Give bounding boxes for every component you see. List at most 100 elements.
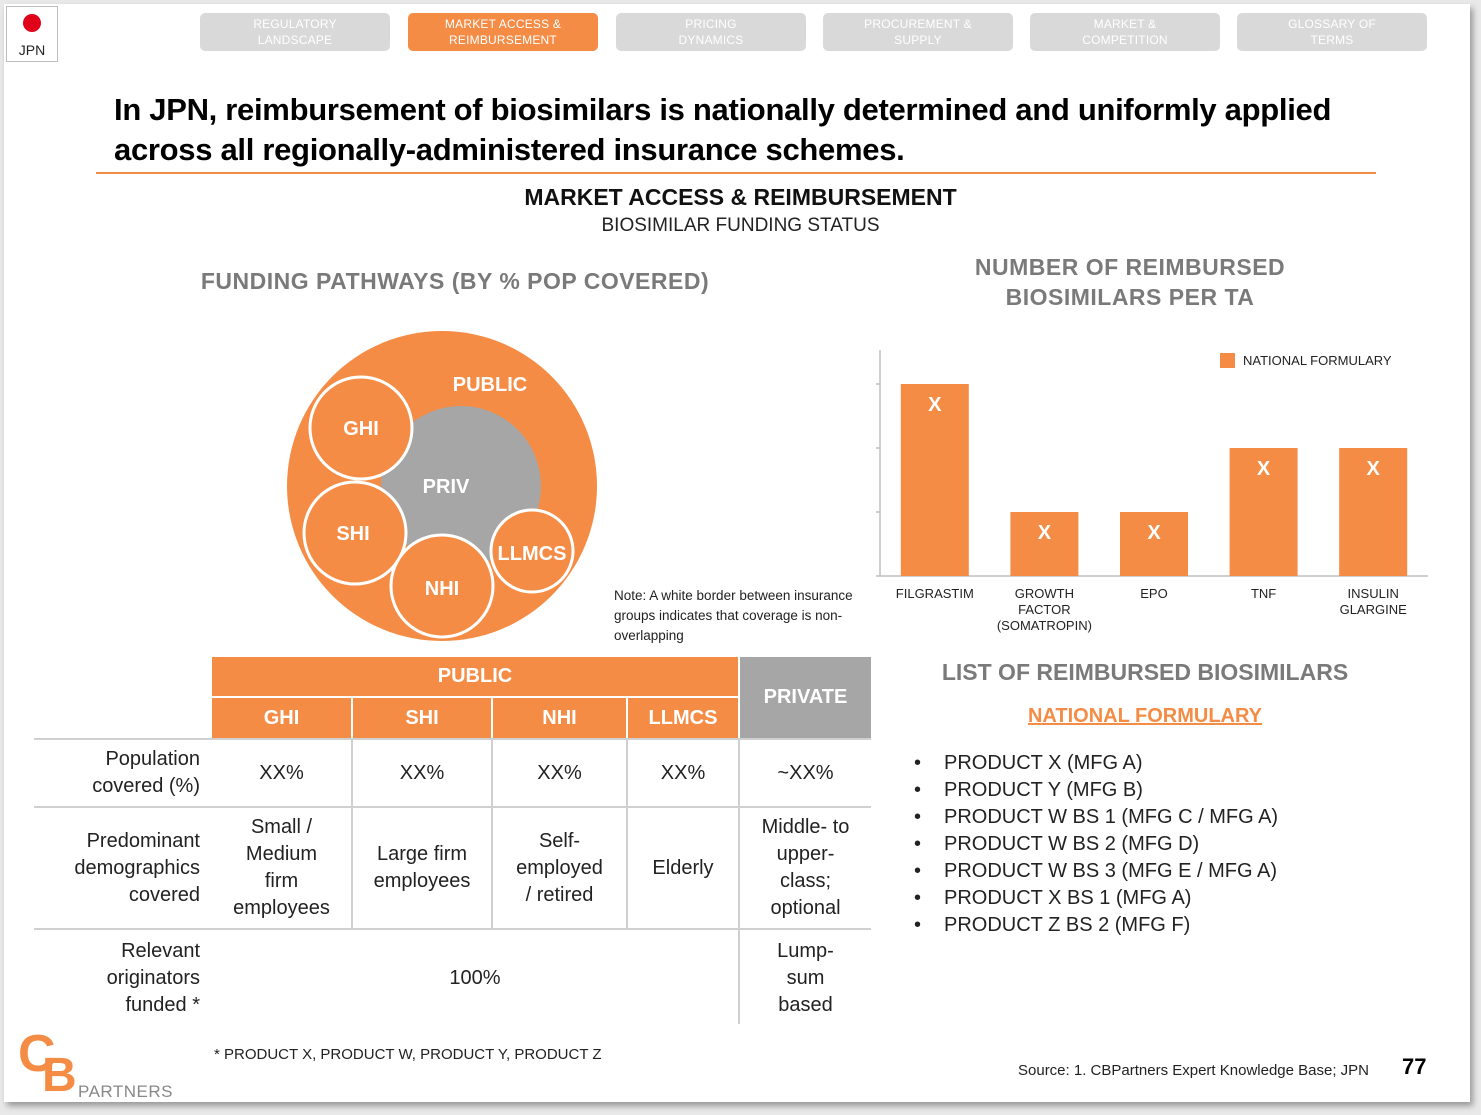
table-cell: XX% [259, 761, 304, 784]
bullet-icon: • [914, 887, 922, 909]
legend-label: NATIONAL FORMULARY [1243, 353, 1392, 368]
bullet-icon: • [914, 860, 922, 882]
ghi-circle [308, 375, 414, 481]
tab-procurement-supply[interactable]: PROCUREMENT & SUPPLY [823, 13, 1013, 51]
funding-pathways-title: FUNDING PATHWAYS (BY % POP COVERED) [200, 268, 710, 294]
country-flag: JPN [6, 6, 58, 62]
product-name: PRODUCT W BS 3 (MFG E / MFG A) [944, 860, 1277, 882]
table-rule [34, 806, 871, 808]
page-number: 77 [1402, 1054, 1427, 1079]
bar-epo [1120, 512, 1188, 576]
nhi-label: NHI [425, 578, 459, 600]
bar-data-label: X [1038, 522, 1052, 544]
table-col-rule [626, 738, 628, 928]
table-group-public: PUBLIC [212, 657, 738, 696]
list-item: • PRODUCT Z BS 2 (MFG F) [914, 912, 1278, 939]
category-label: GROWTH [1015, 586, 1074, 601]
bullet-icon: • [914, 779, 922, 801]
table-cell: XX% [660, 761, 706, 784]
table-col-nhi: NHI [493, 698, 626, 738]
table-cell: XX% [537, 761, 582, 784]
tab-pricing-dynamics[interactable]: PRICING DYNAMICS [616, 13, 806, 51]
public-label: PUBLIC [453, 374, 527, 396]
bar-data-label: X [928, 394, 942, 416]
slide [4, 4, 1470, 1102]
logo-b-letter: B [42, 1049, 77, 1102]
chart-title: NUMBER OF REIMBURSED BIOSIMILARS PER TA [974, 254, 1286, 310]
table-cell: Small / Medium firm employees [233, 816, 330, 919]
bar-data-label: X [1257, 458, 1271, 480]
product-name: PRODUCT X BS 1 (MFG A) [944, 887, 1192, 909]
table-col-rule [491, 738, 493, 928]
table-rule [34, 928, 871, 930]
list-item: • PRODUCT X (MFG A) [914, 750, 1278, 777]
footnote: * PRODUCT X, PRODUCT W, PRODUCT Y, PRODU… [214, 1046, 602, 1063]
page-headline: In JPN, reimbursement of biosimilars is … [114, 92, 1332, 167]
bar-insulin-glargine [1339, 448, 1408, 576]
nhi-circle [389, 533, 495, 639]
tab-market-competition[interactable]: MARKET & COMPETITION [1030, 13, 1220, 51]
category-label: (SOMATROPIN) [997, 618, 1092, 633]
shi-circle [302, 480, 408, 586]
table-cell: Self- employed / retired [516, 829, 603, 906]
table-col-llmcs: LLMCS [628, 698, 738, 738]
list-item: • PRODUCT W BS 2 (MFG D) [914, 831, 1278, 858]
legend-swatch [1220, 353, 1235, 368]
country-code: JPN [18, 42, 46, 58]
category-label: EPO [1140, 586, 1167, 601]
tab-glossary[interactable]: GLOSSARY OF TERMS [1237, 13, 1427, 51]
table-group-private: PRIVATE [740, 657, 871, 738]
tab-regulatory-landscape[interactable]: REGULATORY LANDSCAPE [200, 13, 390, 51]
table-col-rule [351, 738, 353, 928]
bullet-icon: • [914, 806, 922, 828]
table-cell-private: ~XX% [777, 761, 834, 784]
product-name: PRODUCT Y (MFG B) [944, 779, 1143, 801]
logo-text: PARTNERS [78, 1082, 174, 1101]
list-item: • PRODUCT X BS 1 (MFG A) [914, 885, 1278, 912]
product-list: • PRODUCT X (MFG A) • PRODUCT Y (MFG B) • P… [914, 750, 1278, 939]
national-formulary-link[interactable]: NATIONAL FORMULARY [1027, 705, 1263, 727]
llmcs-label: LLMCS [498, 543, 567, 565]
funding-venn-diagram: PUBLIC PRIV GHI SHI NHI LLMCS [287, 331, 597, 641]
bar-data-label: X [1147, 522, 1161, 544]
headline-divider [96, 172, 1376, 174]
product-name: PRODUCT W BS 1 (MFG C / MFG A) [944, 806, 1279, 828]
table-row-label: Predominant demographics covered [74, 829, 200, 906]
product-name: PRODUCT W BS 2 (MFG D) [944, 833, 1200, 855]
bar-growth-factor-somatropin- [1010, 512, 1079, 576]
product-name: PRODUCT Z BS 2 (MFG F) [944, 914, 1191, 936]
bar-data-label: X [1367, 458, 1381, 480]
table-row-label: Population covered (%) [92, 748, 200, 797]
bullet-icon: • [914, 914, 922, 936]
japan-flag-icon [23, 14, 41, 32]
bar-filgrastim [900, 384, 969, 576]
reimbursed-list-title: LIST OF REIMBURSED BIOSIMILARS [941, 659, 1349, 685]
ghi-label: GHI [343, 418, 379, 440]
category-label: INSULIN [1348, 586, 1399, 601]
list-item: • PRODUCT W BS 1 (MFG C / MFG A) [914, 804, 1278, 831]
table-cell: Elderly [652, 856, 714, 879]
tab-market-access-reimbursement[interactable]: MARKET ACCESS & REIMBURSEMENT [408, 13, 598, 51]
table-cell-private: Middle- to upper- class; optional [761, 816, 850, 919]
table-cell: XX% [399, 761, 445, 784]
table-cell-merged: 100% [449, 966, 501, 989]
section-title: MARKET ACCESS & REIMBURSEMENT [524, 184, 957, 210]
priv-label: PRIV [423, 476, 470, 498]
table-col-shi: SHI [353, 698, 491, 738]
table-cell-private: Lump- sum based [777, 939, 834, 1016]
table-rule [34, 738, 871, 740]
section-subtitle: BIOSIMILAR FUNDING STATUS [601, 215, 880, 236]
product-name: PRODUCT X (MFG A) [944, 752, 1143, 774]
bullet-icon: • [914, 752, 922, 774]
logo-c-letter: C [18, 1025, 56, 1083]
category-label: FILGRASTIM [896, 586, 974, 601]
table-row-label: Relevant originators funded * [106, 939, 200, 1016]
list-item: • PRODUCT W BS 3 (MFG E / MFG A) [914, 858, 1278, 885]
llmcs-circle [489, 508, 575, 594]
list-item: • PRODUCT Y (MFG B) [914, 777, 1278, 804]
shi-label: SHI [336, 523, 369, 545]
venn-note: Note: A white border between insurance g… [614, 588, 853, 643]
table-col-rule [738, 738, 740, 1024]
category-label: FACTOR [1018, 602, 1071, 617]
